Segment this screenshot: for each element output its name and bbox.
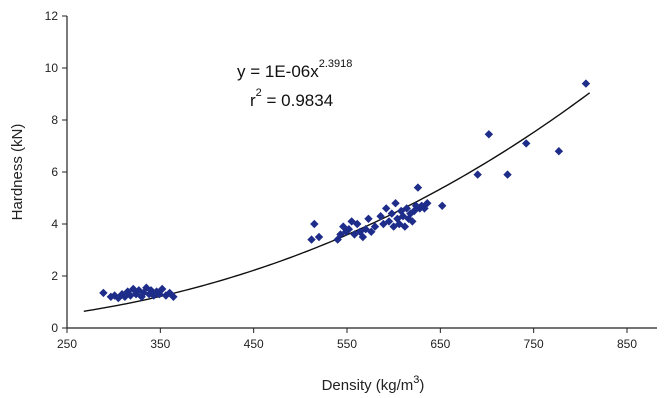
data-point <box>129 284 138 294</box>
y-tick-label: 6 <box>51 165 58 179</box>
x-axis-label: Density (kg/m3) <box>322 374 425 394</box>
data-point <box>99 288 108 298</box>
data-point <box>364 214 373 223</box>
axes <box>66 16 657 329</box>
data-point <box>169 292 178 301</box>
data-point <box>413 183 423 192</box>
data-point <box>158 284 167 294</box>
data-point <box>307 235 316 244</box>
data-point <box>473 170 482 179</box>
data-point <box>396 206 406 216</box>
data-points <box>99 79 591 303</box>
data-point <box>484 130 494 139</box>
data-point <box>402 204 411 213</box>
data-point <box>395 219 404 229</box>
data-point <box>384 217 394 226</box>
data-point <box>387 209 396 218</box>
data-point <box>370 222 380 231</box>
data-point <box>391 199 400 208</box>
data-point <box>438 201 447 210</box>
data-point <box>146 286 156 295</box>
x-axis-ticks: 250 350 450 550 650 750 850 <box>57 328 637 351</box>
y-tick-label: 12 <box>45 9 59 23</box>
y-tick-label: 10 <box>45 61 59 75</box>
data-point <box>379 219 388 229</box>
x-tick-label: 750 <box>524 337 544 351</box>
y-tick-label: 4 <box>51 217 58 231</box>
power-trendline <box>83 92 591 313</box>
trendline-group <box>83 92 591 313</box>
x-tick-label: 850 <box>617 337 637 351</box>
data-point <box>110 291 119 300</box>
data-point <box>353 219 362 229</box>
x-tick-label: 450 <box>244 337 264 351</box>
y-tick-label: 0 <box>51 321 58 335</box>
y-axis-label: Hardness (kN) <box>9 124 26 221</box>
x-tick-label: 350 <box>150 337 170 351</box>
data-point <box>367 227 376 236</box>
data-point <box>314 232 324 242</box>
y-axis-ticks: 0 2 4 6 8 10 12 <box>45 9 67 335</box>
data-point <box>581 79 591 88</box>
x-tick-label: 550 <box>337 337 357 351</box>
x-tick-label: 250 <box>57 337 77 351</box>
data-point <box>310 219 319 229</box>
data-point <box>134 286 144 295</box>
x-tick-label: 650 <box>430 337 450 351</box>
data-point <box>376 212 385 221</box>
data-point <box>423 199 432 208</box>
data-point <box>126 291 135 300</box>
data-point <box>358 232 368 242</box>
data-point <box>344 225 354 234</box>
data-point <box>554 147 564 156</box>
data-point <box>522 139 531 148</box>
y-tick-label: 2 <box>51 269 58 283</box>
data-point <box>408 217 417 226</box>
data-point <box>503 170 512 179</box>
r-squared-label: r2 = 0.9834 <box>250 87 333 110</box>
data-point <box>400 222 410 231</box>
data-point <box>382 204 391 213</box>
y-tick-label: 8 <box>51 113 58 127</box>
trendline-equation: y = 1E-06x2.3918 <box>237 58 352 81</box>
